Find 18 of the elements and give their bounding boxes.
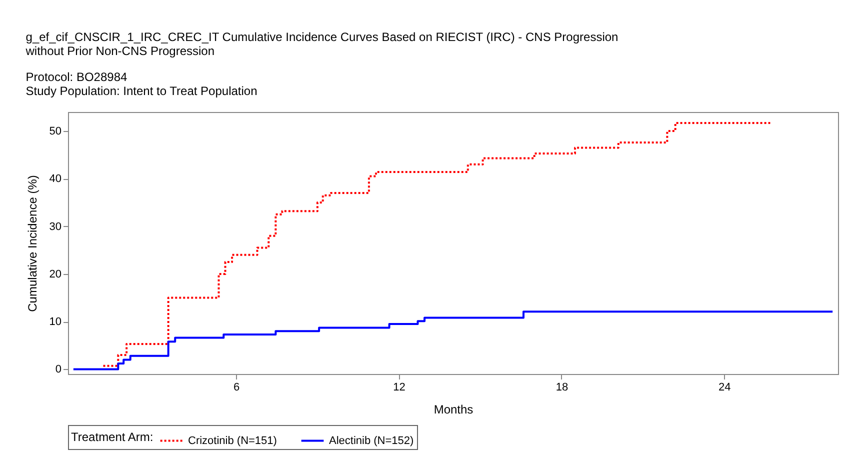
x-tick-label: 18 <box>556 382 568 394</box>
y-axis-title: Cumulative Incidence (%) <box>25 175 40 312</box>
x-tick-label: 6 <box>234 382 240 394</box>
text: Study Population: Intent to Treat Population <box>26 84 258 98</box>
y-tick-label: 40 <box>49 173 62 186</box>
legend-label: Crizotinib (N=151) <box>188 434 277 447</box>
y-tick-label: 30 <box>49 220 62 233</box>
y-tick-label: 20 <box>49 268 62 280</box>
x-tick-label: 24 <box>718 382 731 394</box>
chart-subtitle: Protocol: BO28984 <box>26 70 128 84</box>
x-tick-label: 12 <box>393 382 406 394</box>
legend-label: Alectinib (N=152) <box>329 434 414 447</box>
y-tick-label: 10 <box>49 316 62 328</box>
y-tick-label: 0 <box>55 364 62 376</box>
chart-title: g_ef_cif_CNSCIR_1_IRC_CREC_IT Cumulative Incidence Curves Based on RIECIST (IRC) - CNS Progression without Prior Non-CNS Progression <box>24 30 618 58</box>
legend-title: Treatment Arm: <box>71 430 154 444</box>
x-axis-title: Months <box>434 402 474 416</box>
y-tick-label: 50 <box>49 126 62 138</box>
